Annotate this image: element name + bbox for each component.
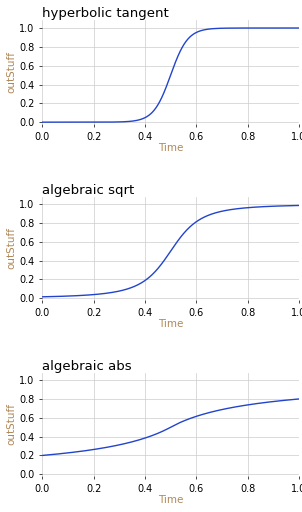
- Y-axis label: outStuff: outStuff: [6, 403, 17, 445]
- Y-axis label: outStuff: outStuff: [6, 51, 17, 93]
- Text: algebraic abs: algebraic abs: [42, 359, 132, 373]
- Text: hyperbolic tangent: hyperbolic tangent: [42, 8, 169, 20]
- X-axis label: Time: Time: [158, 319, 183, 329]
- X-axis label: Time: Time: [158, 143, 183, 153]
- X-axis label: Time: Time: [158, 495, 183, 505]
- Text: algebraic sqrt: algebraic sqrt: [42, 183, 134, 197]
- Y-axis label: outStuff: outStuff: [6, 227, 17, 269]
